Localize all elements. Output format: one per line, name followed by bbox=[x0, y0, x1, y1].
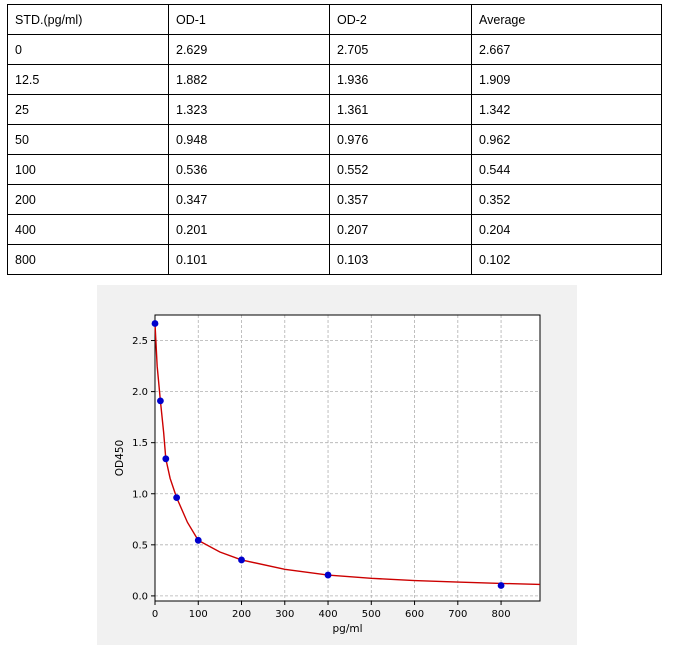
table-header-row: STD.(pg/ml) OD-1 OD-2 Average bbox=[7, 4, 662, 35]
x-tick-label: 300 bbox=[275, 609, 294, 620]
table-row: 200 0.347 0.357 0.352 bbox=[7, 184, 662, 215]
data-point bbox=[151, 320, 159, 327]
y-tick-label: 2.5 bbox=[132, 336, 148, 347]
x-tick-label: 800 bbox=[492, 609, 511, 620]
table-cell: 0.207 bbox=[329, 214, 472, 245]
table-cell: 50 bbox=[7, 124, 169, 155]
table-cell: 2.629 bbox=[168, 34, 330, 65]
x-tick-label: 400 bbox=[318, 609, 337, 620]
x-tick-label: 0 bbox=[152, 609, 158, 620]
plot-area bbox=[155, 315, 540, 601]
chart-svg: 0 100 200 300 400 500 600 700 800 0.0 0.5 1.0 1.5 2.0… bbox=[114, 314, 541, 635]
table-cell: 0.552 bbox=[329, 154, 472, 185]
data-point bbox=[173, 494, 181, 502]
table-cell: 0.204 bbox=[471, 214, 662, 245]
data-point bbox=[157, 397, 164, 405]
table-cell: 0.352 bbox=[471, 184, 662, 215]
x-tick-label: 200 bbox=[232, 609, 251, 620]
table-row: 0 2.629 2.705 2.667 bbox=[7, 34, 662, 65]
table-header-cell: Average bbox=[471, 4, 662, 35]
table-cell: 0.101 bbox=[168, 244, 330, 275]
data-point bbox=[324, 571, 332, 579]
table-cell: 1.342 bbox=[471, 94, 662, 125]
table-cell: 1.909 bbox=[471, 64, 662, 95]
table-cell: 100 bbox=[7, 154, 169, 185]
y-tick-label: 1.5 bbox=[132, 438, 148, 449]
x-tick-label: 500 bbox=[362, 609, 381, 620]
y-tick-label: 2.0 bbox=[132, 387, 148, 398]
table-cell: 0.976 bbox=[329, 124, 472, 155]
table-cell: 200 bbox=[7, 184, 169, 215]
table-row: 100 0.536 0.552 0.544 bbox=[7, 154, 662, 185]
x-tick-label: 700 bbox=[448, 609, 467, 620]
table-cell: 0.948 bbox=[168, 124, 330, 155]
y-tick-label: 0.0 bbox=[132, 591, 148, 602]
table-header-cell: STD.(pg/ml) bbox=[7, 4, 169, 35]
table-row: 50 0.948 0.976 0.962 bbox=[7, 124, 662, 155]
table-cell: 1.882 bbox=[168, 64, 330, 95]
table-cell: 0 bbox=[7, 34, 169, 65]
table-cell: 0.103 bbox=[329, 244, 472, 275]
table-row: 12.5 1.882 1.936 1.909 bbox=[7, 64, 662, 95]
x-tick-label: 100 bbox=[189, 609, 208, 620]
table-cell: 1.361 bbox=[329, 94, 472, 125]
data-point bbox=[162, 455, 170, 463]
table-header-cell: OD-1 bbox=[168, 4, 330, 35]
table-cell: 0.544 bbox=[471, 154, 662, 185]
table-cell: 12.5 bbox=[7, 64, 169, 95]
standard-data-table: STD.(pg/ml) OD-1 OD-2 Average 0 2.629 2.705 2.6… bbox=[7, 4, 662, 275]
table-cell: 0.201 bbox=[168, 214, 330, 245]
table-cell: 1.323 bbox=[168, 94, 330, 125]
table-cell: 2.667 bbox=[471, 34, 662, 65]
axes-frame bbox=[154, 314, 541, 602]
x-tick-label: 600 bbox=[405, 609, 424, 620]
table-cell: 0.347 bbox=[168, 184, 330, 215]
table-cell: 0.102 bbox=[471, 244, 662, 275]
table-header-cell: OD-2 bbox=[329, 4, 472, 35]
data-point bbox=[238, 556, 245, 564]
data-point bbox=[194, 536, 202, 544]
table-cell: 800 bbox=[7, 244, 169, 275]
table-row: 800 0.101 0.103 0.102 bbox=[7, 244, 662, 275]
y-tick-label: 1.0 bbox=[132, 489, 148, 500]
standard-curve-chart: 0 100 200 300 400 500 600 700 800 0.0 0.5 1.0 1.5 2.0… bbox=[97, 285, 577, 645]
x-axis-label: pg/ml bbox=[332, 623, 362, 635]
y-axis-label: OD450 bbox=[114, 440, 126, 476]
table-row: 25 1.323 1.361 1.342 bbox=[7, 94, 662, 125]
table-cell: 2.705 bbox=[329, 34, 472, 65]
data-point bbox=[497, 582, 505, 589]
table-cell: 0.357 bbox=[329, 184, 472, 215]
table-cell: 0.962 bbox=[471, 124, 662, 155]
table-cell: 25 bbox=[7, 94, 169, 125]
table-cell: 400 bbox=[7, 214, 169, 245]
y-tick-label: 0.5 bbox=[132, 540, 148, 551]
fit-curve-line bbox=[154, 323, 541, 586]
table-cell: 0.536 bbox=[168, 154, 330, 185]
table-cell: 1.936 bbox=[329, 64, 472, 95]
table-row: 400 0.201 0.207 0.204 bbox=[7, 214, 662, 245]
